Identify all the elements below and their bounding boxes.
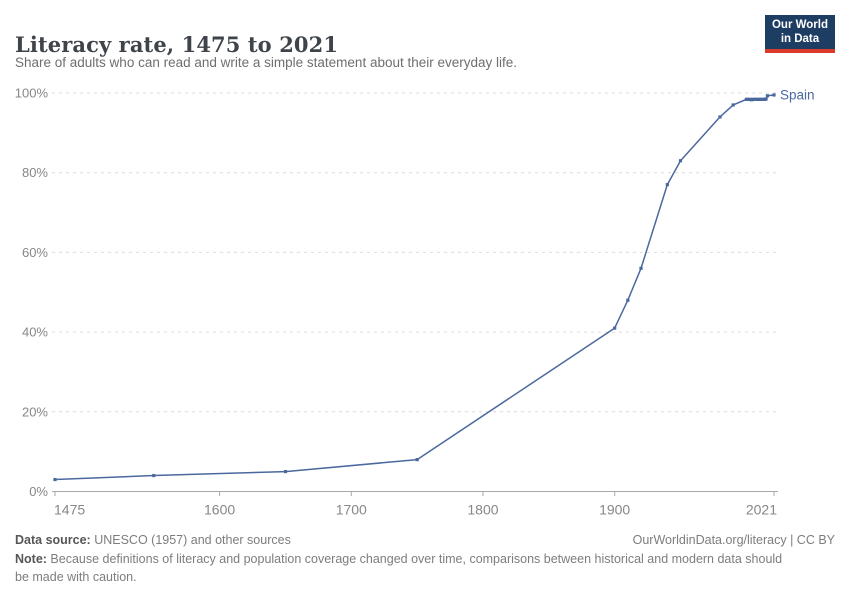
chart-title: Literacy rate, 1475 to 2021 <box>15 32 339 58</box>
data-point[interactable] <box>731 103 735 107</box>
data-point[interactable] <box>626 298 630 302</box>
y-axis-tick-label: 80% <box>22 165 48 180</box>
x-axis-tick-label: 1900 <box>599 502 630 518</box>
owid-license-link[interactable]: OurWorldinData.org/literacy | CC BY <box>632 533 835 547</box>
x-axis-tick-label: 1800 <box>467 502 498 518</box>
data-point[interactable] <box>152 473 156 478</box>
chart-subtitle: Share of adults who can read and write a… <box>15 55 518 70</box>
x-axis-tick-label: 2021 <box>746 502 777 518</box>
data-point[interactable] <box>665 183 669 187</box>
owid-logo-line1: Our World <box>771 19 828 31</box>
data-point[interactable] <box>415 458 419 462</box>
owid-logo-line2: in Data <box>780 32 820 45</box>
owid-logo[interactable]: Our World in Data <box>764 15 835 53</box>
data-point[interactable] <box>764 97 768 101</box>
y-axis-tick-label: 0% <box>29 484 48 499</box>
x-axis-tick-label: 1600 <box>204 502 235 518</box>
data-point[interactable] <box>772 93 776 97</box>
data-point[interactable] <box>283 469 288 474</box>
y-axis-tick-label: 20% <box>22 404 48 419</box>
data-point[interactable] <box>678 159 683 163</box>
data-point[interactable] <box>639 266 643 270</box>
data-point[interactable] <box>613 326 617 330</box>
data-point[interactable] <box>718 115 722 119</box>
series-label-spain[interactable]: Spain <box>780 87 815 102</box>
y-axis-tick-label: 60% <box>22 245 48 260</box>
x-axis-tick-label: 1475 <box>54 502 85 518</box>
x-axis-tick-label: 1700 <box>336 502 367 518</box>
y-axis-tick-label: 40% <box>22 325 48 340</box>
data-point[interactable] <box>53 477 57 482</box>
y-axis-tick-label: 100% <box>15 86 49 101</box>
series-line-spain[interactable] <box>54 94 775 481</box>
data-point[interactable] <box>765 94 770 98</box>
